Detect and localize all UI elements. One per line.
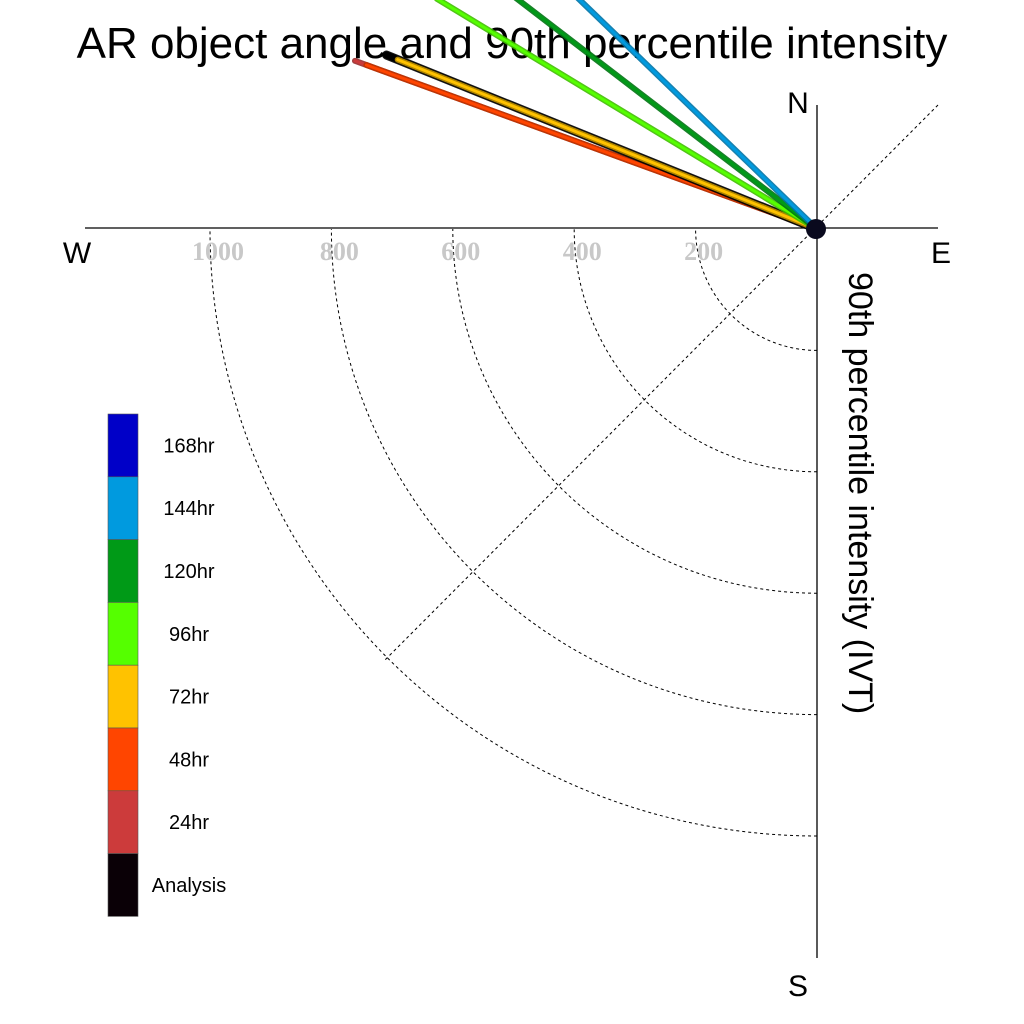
legend-label: 120hr xyxy=(163,561,214,583)
series-line-120hr xyxy=(513,0,820,232)
series-line-144hr xyxy=(575,0,820,232)
radial-tick-label: 200 xyxy=(684,237,723,266)
series-line-72hr xyxy=(394,56,820,232)
y-axis-label: 90th percentile intensity (IVT) xyxy=(841,272,879,714)
legend-label: 96hr xyxy=(169,624,209,646)
grid-arc xyxy=(573,228,818,473)
grid-arc xyxy=(209,228,818,837)
compass-east: E xyxy=(931,237,951,270)
polar-grid xyxy=(209,104,939,837)
grid-arc xyxy=(452,228,818,594)
grid-arc xyxy=(330,228,818,716)
origin-marker xyxy=(806,219,826,239)
legend-label: 48hr xyxy=(169,749,209,771)
compass-south: S xyxy=(788,970,808,1003)
legend-label: 72hr xyxy=(169,687,209,709)
legend-swatch xyxy=(107,853,139,917)
compass-west: W xyxy=(63,237,92,270)
grid-arc xyxy=(695,228,818,351)
radial-tick-label: 600 xyxy=(441,237,480,266)
legend-label: 24hr xyxy=(169,812,209,834)
legend-swatch xyxy=(107,602,139,666)
series-lines xyxy=(351,0,822,234)
axes xyxy=(85,105,938,958)
legend-label: 144hr xyxy=(163,498,214,520)
legend-swatch xyxy=(107,413,139,478)
legend-swatch xyxy=(107,664,139,729)
legend-label: 168hr xyxy=(163,435,214,457)
radial-tick-labels: 200 400 600 800 1000 xyxy=(192,237,723,266)
series-line-96hr xyxy=(434,0,820,232)
diagonal-guide xyxy=(384,104,939,661)
legend-swatch xyxy=(107,476,139,540)
compass-north: N xyxy=(787,87,809,120)
radial-tick-label: 800 xyxy=(320,237,359,266)
legend-swatch xyxy=(107,539,139,603)
legend-swatch xyxy=(107,790,139,854)
legend: 168hr 144hr 120hr 96hr 72hr 48hr 24hr Analysis xyxy=(107,413,226,917)
legend-label: Analysis xyxy=(152,875,226,897)
radial-tick-label: 1000 xyxy=(192,237,244,266)
radial-tick-label: 400 xyxy=(563,237,602,266)
legend-swatch xyxy=(107,727,139,792)
